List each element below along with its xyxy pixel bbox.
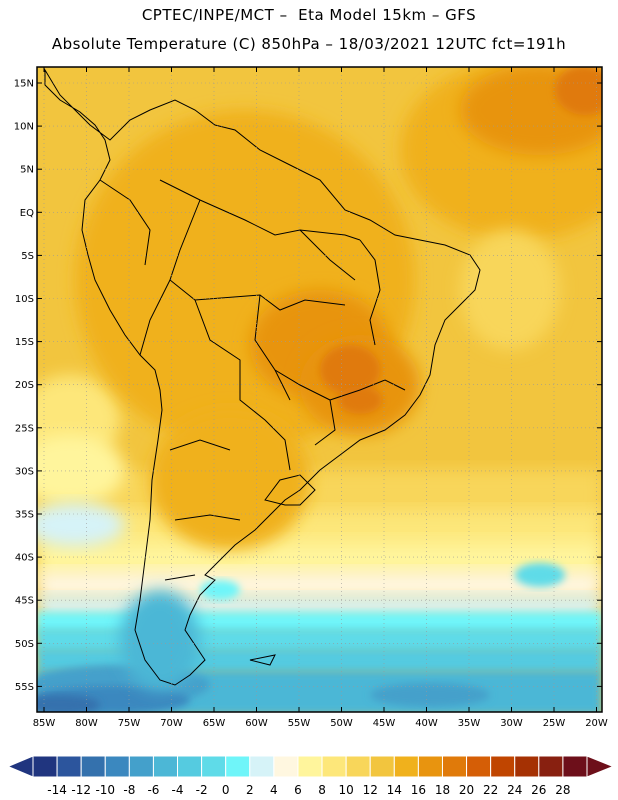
colorbar-swatch	[152, 755, 179, 778]
lat-tick-label: 15S	[15, 337, 34, 348]
lon-tick-label: 30W	[500, 718, 523, 729]
lon-tick-label: 80W	[75, 718, 98, 729]
lon-tick-label: 35W	[458, 718, 481, 729]
colorbar-high-arrow	[586, 755, 615, 778]
lon-tick-label: 50W	[330, 718, 353, 729]
lon-tick-label: 45W	[373, 718, 396, 729]
colorbar-swatch	[538, 755, 564, 778]
lat-tick-label: 30S	[15, 466, 34, 477]
lat-tick-label: 5N	[20, 165, 34, 176]
colorbar-label: -8	[123, 783, 135, 797]
colorbar-label: 8	[318, 783, 326, 797]
colorbar-swatch	[56, 755, 82, 778]
lat-tick-label: 5S	[21, 251, 34, 262]
colorbar-swatch	[417, 755, 443, 778]
colorbar-label: -14	[47, 783, 67, 797]
colorbar-label: 24	[507, 783, 522, 797]
colorbar-label: 22	[483, 783, 498, 797]
lon-tick-label: 40W	[415, 718, 438, 729]
colorbar-swatch	[80, 755, 106, 778]
colorbar-swatch	[514, 755, 540, 778]
lat-tick-label: 55S	[15, 682, 34, 693]
colorbar-swatch	[393, 755, 419, 778]
colorbar-swatch	[321, 755, 347, 778]
temperature-field	[37, 67, 602, 712]
colorbar-label: -2	[196, 783, 208, 797]
colorbar-label: 10	[338, 783, 353, 797]
lon-tick-label: 75W	[118, 718, 141, 729]
colorbar-label: 18	[435, 783, 450, 797]
colorbar-label: 20	[459, 783, 474, 797]
colorbar-label: 2	[246, 783, 254, 797]
colorbar-swatch	[249, 755, 275, 778]
colorbar-swatch	[441, 755, 468, 778]
colorbar-label: -4	[172, 783, 184, 797]
colorbar-label: 28	[555, 783, 570, 797]
lat-tick-label: 35S	[15, 510, 34, 521]
map-title-line-1: CPTEC/INPE/MCT – Eta Model 15km – GFS	[141, 6, 477, 24]
lon-tick-label: 25W	[543, 718, 566, 729]
map-title-line-2: Absolute Temperature (C) 850hPa – 18/03/…	[51, 35, 567, 53]
colorbar-label: 6	[294, 783, 302, 797]
colorbar-swatch	[562, 755, 588, 778]
colorbar-label: -12	[71, 783, 91, 797]
colorbar-swatch	[201, 755, 227, 778]
lon-tick-label: 65W	[203, 718, 226, 729]
lat-tick-label: 25S	[15, 423, 34, 434]
lon-tick-label: 70W	[160, 718, 183, 729]
colorbar-swatch	[369, 755, 395, 778]
colorbar-label: 14	[387, 783, 402, 797]
colorbar-swatch	[345, 755, 371, 778]
colorbar-swatch	[490, 755, 516, 778]
colorbar-swatch	[466, 755, 492, 778]
colorbar-swatch	[32, 755, 58, 778]
colorbar-label: 12	[363, 783, 378, 797]
colorbar-swatch	[128, 755, 154, 778]
lat-tick-label: 40S	[15, 553, 34, 564]
colorbar-label: -6	[147, 783, 159, 797]
map-frame	[36, 66, 603, 713]
lat-tick-label: 15N	[14, 79, 34, 90]
lat-tick-label: 10S	[15, 294, 34, 305]
colorbar-label: 0	[222, 783, 230, 797]
latitude-ticks: 15N 10N 5N EQ 5S 10S 15S 20S 25S 30S 35S 40S 45S 50S 5…	[14, 79, 602, 693]
lon-tick-label: 85W	[33, 718, 56, 729]
colorbar-swatch	[225, 755, 251, 778]
colorbar-label: 16	[411, 783, 426, 797]
longitude-ticks: 85W 80W 75W 70W 65W 60W 55W 50W 45W 40W 35W 30W 25W 2…	[33, 67, 608, 729]
lat-tick-label: EQ	[20, 208, 34, 219]
lat-tick-label: 20S	[15, 380, 34, 391]
lon-tick-label: 20W	[585, 718, 608, 729]
lat-tick-label: 45S	[15, 596, 34, 607]
colorbar-low-arrow	[6, 755, 34, 778]
colorbar-label: 26	[531, 783, 546, 797]
lon-tick-label: 55W	[288, 718, 311, 729]
lat-tick-label: 10N	[14, 122, 34, 133]
coastlines	[44, 68, 481, 686]
colorbar-swatch	[104, 755, 130, 778]
colorbar-swatch	[297, 755, 323, 778]
lat-tick-label: 50S	[15, 639, 34, 650]
colorbar-label: -10	[95, 783, 115, 797]
colorbar-label: 4	[270, 783, 278, 797]
colorbar-swatch	[177, 755, 203, 778]
lon-tick-label: 60W	[245, 718, 268, 729]
colorbar: -14 -12 -10 -8 -6 -4 -2 0 2 4 6 8 10 12 14 16 18 20 22 24 26…	[6, 755, 615, 797]
colorbar-swatch	[273, 755, 299, 778]
